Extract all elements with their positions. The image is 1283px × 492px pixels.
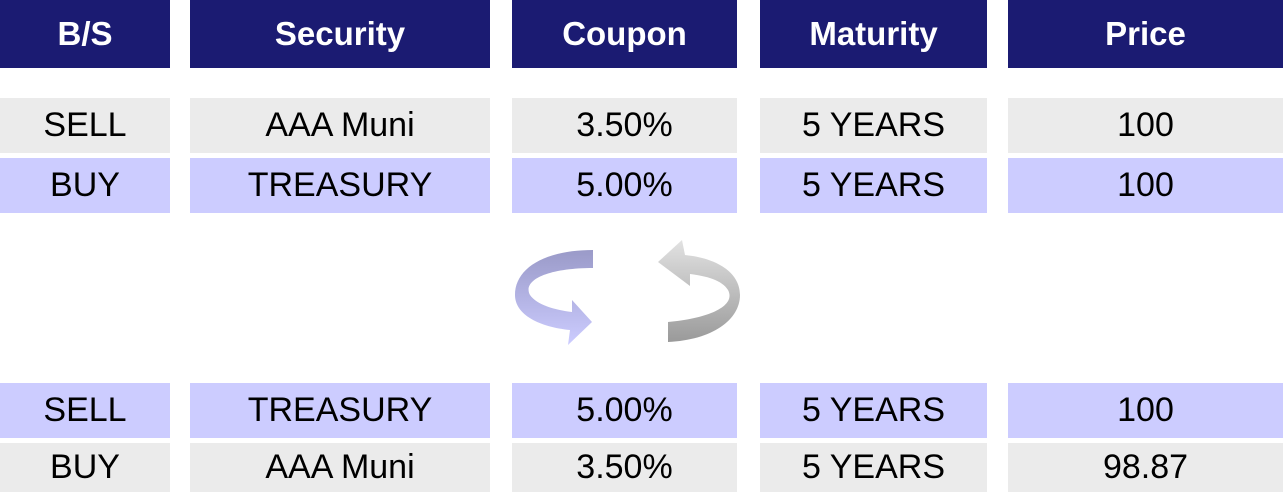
table-cell: 100 — [1008, 98, 1283, 153]
table-cell: SELL — [0, 98, 170, 153]
header-cell: B/S — [0, 0, 170, 68]
table-cell: 5 YEARS — [760, 98, 987, 153]
header-cell: Price — [1008, 0, 1283, 68]
table-cell: TREASURY — [190, 383, 490, 438]
table-cell: 3.50% — [512, 98, 737, 153]
table-cell: BUY — [0, 443, 170, 492]
header-cell: Coupon — [512, 0, 737, 68]
table-cell: 5 YEARS — [760, 443, 987, 492]
table-cell: 5 YEARS — [760, 158, 987, 213]
table-cell: 5.00% — [512, 383, 737, 438]
table-cell: BUY — [0, 158, 170, 213]
arrow-right — [658, 240, 740, 342]
table-cell: 100 — [1008, 158, 1283, 213]
table-cell: 5 YEARS — [760, 383, 987, 438]
table-cell: AAA Muni — [190, 443, 490, 492]
table-cell: AAA Muni — [190, 98, 490, 153]
table-cell: 100 — [1008, 383, 1283, 438]
header-cell: Maturity — [760, 0, 987, 68]
table-cell: TREASURY — [190, 158, 490, 213]
table-cell: 5.00% — [512, 158, 737, 213]
header-cell: Security — [190, 0, 490, 68]
table-cell: 3.50% — [512, 443, 737, 492]
arrow-left — [515, 250, 593, 345]
table-cell: 98.87 — [1008, 443, 1283, 492]
table-cell: SELL — [0, 383, 170, 438]
